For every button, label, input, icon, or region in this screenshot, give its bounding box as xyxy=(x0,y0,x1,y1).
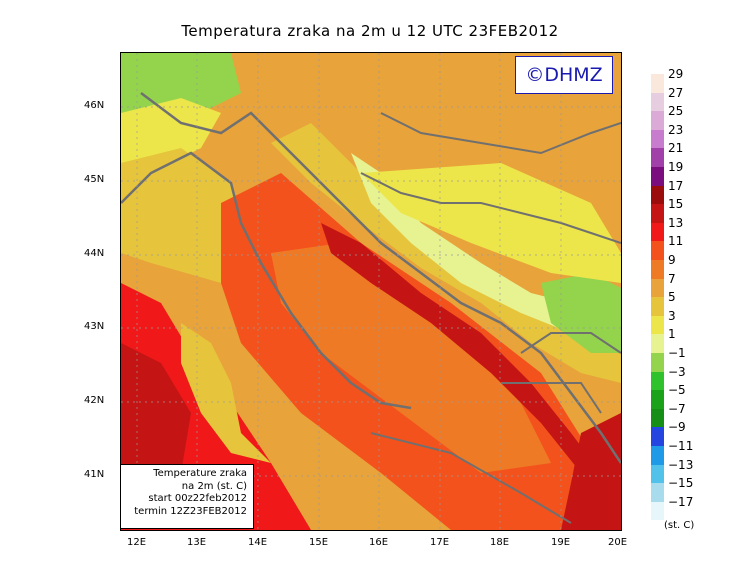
legend-label: 3 xyxy=(668,308,676,323)
legend-label: 7 xyxy=(668,271,676,286)
legend-label: 19 xyxy=(668,160,684,174)
legend-label: 13 xyxy=(668,215,684,230)
map-title: Temperatura zraka na 2m u 12 UTC 23FEB20… xyxy=(181,22,559,40)
legend-swatch xyxy=(651,353,664,372)
legend-label: −5 xyxy=(668,383,686,398)
legend-label: 21 xyxy=(668,141,684,156)
legend-label: 15 xyxy=(668,197,684,212)
legend-label: 11 xyxy=(668,234,684,249)
legend-label: −1 xyxy=(668,346,686,360)
info-line: start 00z22feb2012 xyxy=(148,493,247,504)
info-line: na 2m (st. C) xyxy=(181,480,247,492)
lon-label: 14E xyxy=(248,537,268,548)
legend-swatch xyxy=(651,129,664,149)
legend-swatch xyxy=(651,204,664,223)
lat-label: 44N xyxy=(84,248,105,259)
legend-swatch xyxy=(651,222,664,242)
legend-swatch xyxy=(651,446,664,465)
legend-swatch xyxy=(651,74,664,93)
dhmz-logo: ©DHMZ xyxy=(515,56,613,94)
lon-label: 12E xyxy=(127,537,147,548)
legend-label: −15 xyxy=(668,476,694,491)
legend-swatch xyxy=(651,241,664,260)
lon-label: 20E xyxy=(608,537,628,548)
legend-label: 1 xyxy=(668,327,676,342)
legend-swatch xyxy=(651,334,664,353)
legend-label: 27 xyxy=(668,85,684,100)
info-line: termin 12Z23FEB2012 xyxy=(134,505,247,517)
legend-swatch xyxy=(651,260,664,279)
lat-label: 45N xyxy=(84,174,105,185)
legend-swatch xyxy=(651,371,664,391)
lon-label: 13E xyxy=(187,537,207,548)
lat-label: 42N xyxy=(84,395,105,406)
temperature-map xyxy=(120,52,622,531)
legend-swatch xyxy=(651,501,664,521)
legend-label: 5 xyxy=(668,290,676,305)
legend-label: −3 xyxy=(668,364,686,379)
legend-label: 25 xyxy=(668,104,684,119)
legend-swatch xyxy=(651,148,664,167)
legend-label: −13 xyxy=(668,457,694,472)
legend-swatch xyxy=(651,315,664,335)
legend-label: −11 xyxy=(668,439,694,453)
legend-swatch xyxy=(651,111,664,130)
legend-swatch xyxy=(651,464,664,484)
legend-label: 17 xyxy=(668,178,684,193)
legend-swatch xyxy=(651,408,664,428)
legend-label: −17 xyxy=(668,494,694,509)
legend-swatch xyxy=(651,185,664,205)
info-line: Temperature zraka xyxy=(153,468,247,479)
legend-label: −9 xyxy=(668,420,686,435)
legend-unit: (st. C) xyxy=(664,520,695,531)
legend-swatch xyxy=(651,427,664,446)
lon-label: 16E xyxy=(369,537,389,548)
lat-label: 46N xyxy=(84,100,105,111)
legend-swatch xyxy=(651,278,664,298)
lat-label: 41N xyxy=(84,469,105,480)
legend-label: 23 xyxy=(668,122,684,137)
lon-label: 15E xyxy=(309,537,329,548)
legend-swatch xyxy=(651,390,664,409)
legend-swatch xyxy=(651,297,664,316)
legend-swatch xyxy=(651,167,664,186)
legend-swatch xyxy=(651,92,664,112)
lon-label: 18E xyxy=(490,537,510,548)
lat-label: 43N xyxy=(84,321,105,332)
info-box: Temperature zraka na 2m (st. C) start 00… xyxy=(120,464,254,529)
legend-swatch xyxy=(651,483,664,502)
legend-label: −7 xyxy=(668,401,686,416)
legend-label: 9 xyxy=(668,253,676,267)
legend-label: 29 xyxy=(668,67,684,81)
lon-label: 17E xyxy=(430,537,450,548)
lon-label: 19E xyxy=(551,537,571,548)
